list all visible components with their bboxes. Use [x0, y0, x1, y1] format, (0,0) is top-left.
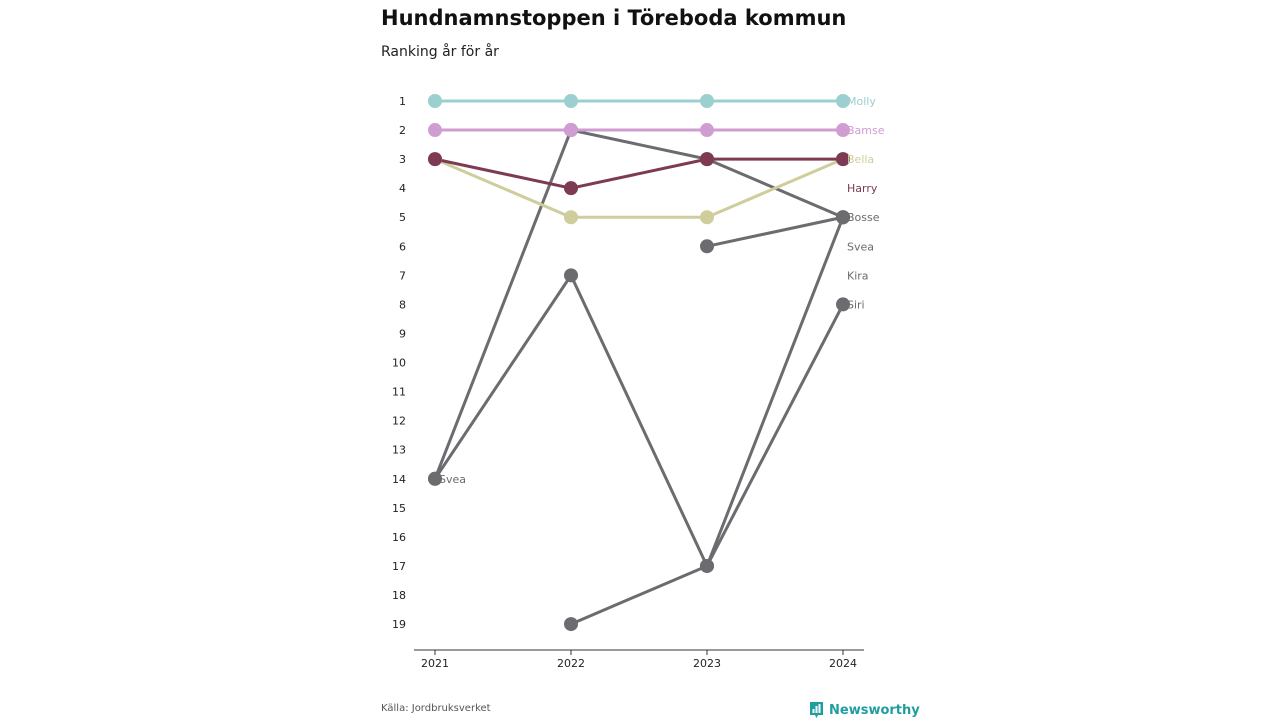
- data-point-molly: [700, 94, 714, 108]
- x-tick-label: 2021: [421, 657, 449, 670]
- brand-logo[interactable]: Newsworthy: [809, 701, 920, 719]
- chart-subtitle: Ranking år för år: [381, 44, 499, 60]
- series-line-bella: [434, 157, 844, 219]
- chart-title: Hundnamnstoppen i Töreboda kommun: [381, 6, 847, 30]
- y-tick-label: 8: [399, 298, 406, 311]
- y-tick-label: 5: [399, 211, 406, 224]
- y-tick-label: 12: [392, 415, 406, 428]
- y-tick-label: 10: [392, 357, 406, 370]
- end-label-siri: Siri: [847, 298, 865, 311]
- end-label-harry: Harry: [847, 182, 878, 195]
- series-line-kira: [433, 216, 845, 568]
- data-point-kira: [836, 210, 850, 225]
- y-tick-label: 11: [392, 386, 406, 399]
- brand-name: Newsworthy: [829, 702, 920, 718]
- data-point-siri: [700, 558, 714, 573]
- data-point-siri: [836, 297, 850, 312]
- start-label-svea: Svea: [439, 473, 466, 486]
- series-line-siri: [570, 303, 845, 626]
- end-label-bamse: Bamse: [847, 124, 885, 137]
- data-point-bella: [700, 210, 714, 225]
- end-label-kira: Kira: [847, 269, 869, 282]
- data-point-molly: [836, 94, 850, 108]
- source-note: Källa: Jordbruksverket: [381, 703, 491, 714]
- y-tick-label: 13: [392, 444, 406, 457]
- data-point-bamse: [428, 123, 442, 138]
- y-tick-label: 2: [399, 124, 406, 137]
- end-label-molly: Molly: [847, 95, 876, 108]
- data-point-bamse: [700, 123, 714, 138]
- data-point-harry: [836, 152, 850, 167]
- y-tick-label: 1: [399, 95, 406, 108]
- y-tick-label: 6: [399, 240, 406, 253]
- data-point-bella: [564, 210, 578, 225]
- data-point-siri: [564, 617, 578, 632]
- end-label-bella: Bella: [847, 153, 874, 166]
- y-tick-label: 7: [399, 269, 406, 282]
- end-label-bosse: Bosse: [847, 211, 880, 224]
- series-line-harry: [434, 157, 843, 190]
- y-tick-label: 18: [392, 589, 406, 602]
- y-tick-label: 9: [399, 327, 406, 340]
- data-point-harry: [700, 152, 714, 167]
- data-point-harry: [428, 152, 442, 167]
- data-point-svea: [700, 239, 714, 254]
- data-point-harry: [564, 181, 578, 196]
- x-tick-label: 2022: [557, 657, 585, 670]
- series-line-svea: [706, 215, 844, 248]
- bar-chart-pin-icon: [810, 702, 823, 718]
- x-tick-label: 2024: [829, 657, 857, 670]
- data-point-bamse: [836, 123, 850, 138]
- y-tick-label: 3: [399, 153, 406, 166]
- data-point-molly: [428, 94, 442, 108]
- x-tick-label: 2023: [693, 657, 721, 670]
- y-tick-label: 17: [392, 560, 406, 573]
- data-point-kira: [428, 471, 442, 486]
- y-tick-label: 14: [392, 473, 406, 486]
- data-point-kira: [564, 268, 578, 283]
- data-point-bamse: [564, 123, 578, 138]
- y-tick-label: 19: [392, 618, 406, 631]
- y-tick-label: 16: [392, 531, 406, 544]
- y-tick-label: 4: [399, 182, 406, 195]
- end-label-svea: Svea: [847, 240, 874, 253]
- series-line-bosse: [433, 128, 844, 480]
- y-tick-label: 15: [392, 502, 406, 515]
- data-point-molly: [564, 94, 578, 108]
